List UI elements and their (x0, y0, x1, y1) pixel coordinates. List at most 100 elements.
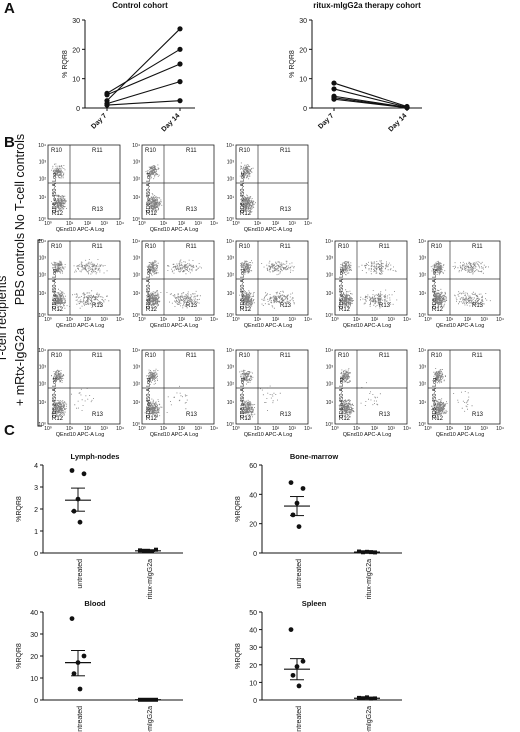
y-tick-label: 30 (299, 18, 307, 25)
y-tick-label: 10⁴ (132, 239, 140, 245)
x-tick-label: 10² (84, 426, 92, 432)
data-point (75, 496, 81, 502)
x-tick-label: 10² (84, 317, 92, 323)
x-axis-label: QEnd10 APC-A Log (343, 323, 392, 329)
y-tick-label: 10² (227, 176, 235, 182)
gate-label-r12: R12 (52, 307, 64, 313)
x-tick-label: 10³ (195, 317, 203, 323)
y-tick-label: 0 (303, 106, 307, 113)
gate-label-r12: R12 (146, 211, 158, 217)
x-tick-label: 10¹ (254, 221, 262, 227)
data-point (331, 96, 337, 102)
data-point (357, 549, 361, 554)
data-point (177, 61, 183, 67)
y-tick-label: 0 (34, 698, 38, 705)
event-dots (338, 260, 398, 309)
data-point (138, 548, 142, 553)
y-tick-label: 20 (30, 654, 38, 661)
gate-label-r11: R11 (379, 353, 390, 359)
x-tick-label: 10⁰ (44, 317, 52, 323)
x-tick-label: 10³ (289, 426, 297, 432)
x-tick-label: 10³ (101, 426, 109, 432)
series-line (106, 63, 181, 96)
flow-plot-frame (235, 144, 309, 220)
x-tick-label: 10² (272, 426, 280, 432)
chart-title: Lymph-nodes (71, 452, 120, 461)
data-point (404, 105, 410, 111)
y-axis-label: CD8 e450-A Log (146, 173, 152, 214)
panel-label-c: C (4, 422, 15, 439)
y-tick-label: 10³ (227, 255, 235, 261)
y-tick-label: 10⁰ (38, 217, 46, 223)
y-axis-label: % RQR8 (289, 50, 296, 78)
y-tick-label: 10¹ (39, 400, 47, 406)
gate-label-r13: R13 (472, 303, 484, 309)
series-line (106, 100, 181, 106)
y-tick-label: 10⁰ (226, 313, 234, 319)
gate-label-r13: R13 (379, 303, 391, 309)
data-point (146, 697, 150, 702)
y-tick-label: 10⁰ (325, 422, 333, 428)
y-tick-label: 10⁰ (38, 313, 46, 319)
series-line (106, 28, 181, 102)
y-tick-label: 10⁴ (132, 143, 140, 149)
gate-label-r10: R10 (51, 244, 63, 250)
x-tick-label: 10⁴ (210, 317, 218, 323)
data-point (373, 550, 377, 555)
y-tick-label: 3 (34, 485, 38, 492)
y-tick-label: 10⁰ (132, 313, 140, 319)
data-point (81, 653, 87, 659)
x-tick-label: 10⁰ (232, 317, 240, 323)
series-line (106, 48, 181, 94)
data-point (75, 660, 81, 665)
y-tick-label: 10⁰ (418, 422, 426, 428)
data-point (177, 79, 183, 85)
y-tick-label: 4 (34, 463, 38, 470)
y-tick-label: 40 (30, 610, 38, 617)
gate-label-r10: R10 (145, 353, 157, 359)
x-axis-label: QEnd10 APC-A Log (150, 323, 199, 329)
x-axis-label: QEnd10 APC-A Log (56, 227, 105, 233)
x-axis-label: QEnd10 APC-A Log (436, 432, 485, 438)
gate-label-r11: R11 (379, 244, 390, 250)
x-axis-label: QEnd10 APC-A Log (244, 432, 293, 438)
x-tick-label: 10⁰ (331, 426, 339, 432)
y-tick-label: 20 (72, 47, 80, 54)
x-tick-label: 10⁰ (44, 426, 52, 432)
y-tick-label: 30 (72, 18, 80, 25)
y-axis-label: CD8 e450-A Log (146, 269, 152, 310)
gate-label-r12: R12 (339, 307, 351, 313)
gate-label-r13: R13 (92, 207, 104, 213)
y-tick-label: 0 (34, 551, 38, 558)
x-tick-label: 10¹ (254, 426, 262, 432)
gate-label-r10: R10 (145, 244, 157, 250)
y-tick-label: 10⁰ (38, 422, 46, 428)
x-tick-label: 10⁴ (116, 426, 124, 432)
event-dots (239, 260, 295, 311)
y-tick-label: 10¹ (133, 400, 141, 406)
x-tick-label: 10⁴ (403, 426, 411, 432)
y-tick-label: 10² (227, 381, 235, 387)
gate-label-r12: R12 (240, 416, 252, 422)
gate-label-r11: R11 (472, 353, 483, 359)
y-tick-label: 10⁴ (226, 143, 234, 149)
x-tick-label: Untreated (77, 706, 84, 732)
y-tick-label: 10¹ (227, 400, 235, 406)
gate-label-r11: R11 (186, 353, 197, 359)
x-tick-label: 10³ (289, 221, 297, 227)
panel-label-a: A (4, 0, 15, 17)
y-axis-label: CD8 e450-A Log (240, 378, 246, 419)
y-tick-label: 10³ (227, 364, 235, 370)
x-tick-label: 10⁰ (232, 221, 240, 227)
y-tick-label: 10³ (39, 364, 47, 370)
data-point (365, 695, 369, 700)
data-point (71, 671, 77, 676)
